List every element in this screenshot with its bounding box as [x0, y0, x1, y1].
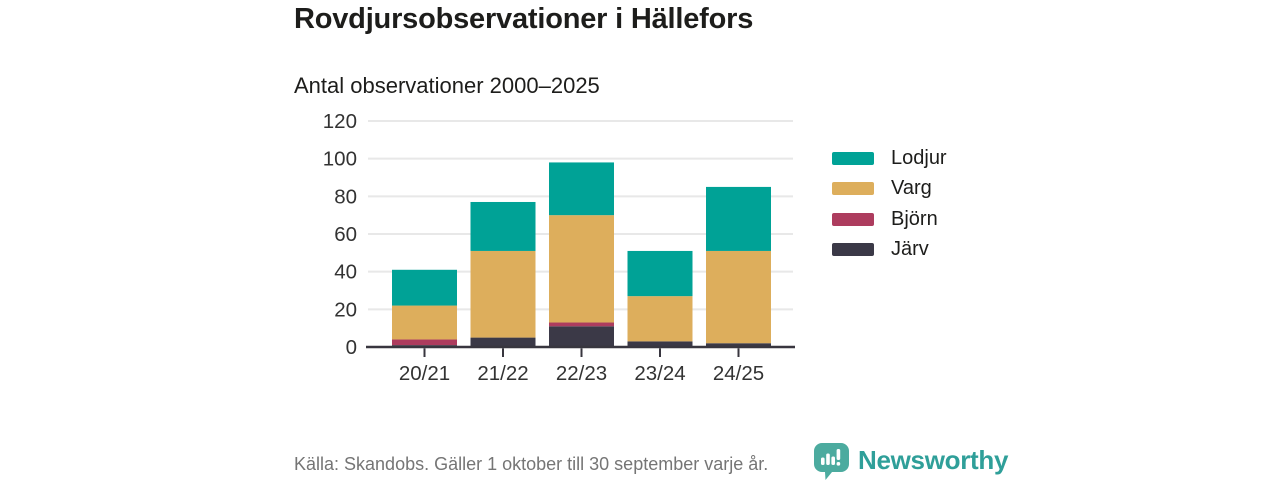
chart-svg: 20/21 21/22 22/23 23/24 24/25 0 20 40 60 80 100 120: [323, 110, 795, 385]
newsworthy-logo: Newsworthy: [814, 443, 1008, 480]
y-tick-label-80: 80: [334, 185, 357, 208]
bar-segment-Björn-20/21: [392, 339, 457, 346]
chart-legend: Lodjur Varg Björn Järv: [832, 143, 947, 265]
legend-row-Lodjur: Lodjur: [832, 143, 947, 174]
x-tick-label-23/24: 23/24: [634, 362, 685, 385]
legend-label-Varg: Varg: [891, 177, 932, 200]
bar-segment-Lodjur-24/25: [706, 186, 771, 251]
y-tick-label-40: 40: [334, 261, 357, 284]
legend-swatch-Järv: [832, 243, 874, 257]
legend-label-Björn: Björn: [891, 207, 938, 230]
y-tick-label-0: 0: [346, 336, 357, 359]
x-tick-label-20/21: 20/21: [399, 362, 450, 385]
chart-title: Rovdjursobservationer i Hällefors: [294, 3, 754, 35]
y-tick-label-60: 60: [334, 223, 357, 246]
bar-segment-Järv-21/22: [470, 337, 536, 347]
bar-segment-Varg-20/21: [392, 305, 457, 340]
bar-segment-Järv-23/24: [627, 341, 693, 347]
bar-segment-Varg-21/22: [470, 250, 536, 338]
footer-source: Källa: Skandobs. Gäller 1 oktober till 3…: [294, 454, 769, 474]
y-tick-label-120: 120: [323, 110, 357, 133]
y-tick-label-20: 20: [334, 298, 357, 321]
legend-row-Björn: Björn: [832, 204, 947, 235]
legend-row-Varg: Varg: [832, 174, 947, 205]
bar-segment-Lodjur-22/23: [549, 162, 614, 216]
bar-segment-Varg-24/25: [706, 250, 771, 344]
legend-row-Järv: Järv: [832, 235, 947, 266]
bar-segment-Lodjur-21/22: [470, 201, 536, 251]
newsworthy-brand-text: Newsworthy: [858, 445, 1009, 475]
bar-segment-Järv-22/23: [549, 326, 614, 347]
x-tick-label-22/23: 22/23: [556, 362, 607, 385]
legend-swatch-Björn: [832, 212, 874, 226]
y-tick-label-100: 100: [323, 148, 357, 171]
legend-swatch-Lodjur: [832, 151, 874, 165]
x-tick-label-24/25: 24/25: [713, 362, 764, 385]
bar-segment-Varg-23/24: [627, 296, 693, 342]
stacked-bar-chart: 20/21 21/22 22/23 23/24 24/25 0 20 40 60 80 100 120: [280, 100, 810, 400]
legend-label-Lodjur: Lodjur: [891, 146, 947, 169]
bar-segment-Järv-24/25: [706, 343, 771, 347]
bar-segment-Varg-22/23: [549, 215, 614, 323]
legend-swatch-Varg: [832, 182, 874, 196]
legend-label-Järv: Järv: [891, 238, 929, 261]
newsworthy-logo-icon: [814, 443, 849, 480]
chart-subtitle: Antal observationer 2000–2025: [294, 73, 600, 98]
bar-segment-Björn-22/23: [549, 322, 614, 327]
bar-segment-Lodjur-23/24: [627, 250, 693, 297]
x-tick-label-21/22: 21/22: [477, 362, 528, 385]
bar-segment-Lodjur-20/21: [392, 269, 457, 306]
logo-bars-glyph: [821, 449, 841, 466]
